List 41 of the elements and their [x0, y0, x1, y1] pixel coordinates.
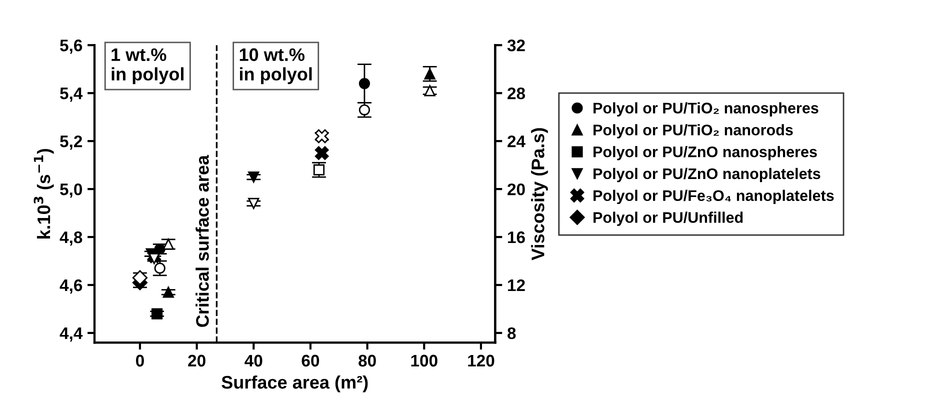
y-tick-label: 4,4: [60, 328, 83, 342]
x-tick-label: 20: [188, 354, 206, 367]
point: [248, 198, 260, 209]
legend-label: Polyol or PU/Unfilled: [594, 212, 743, 226]
x-tick-label: 80: [358, 354, 376, 367]
x-tick-label: 60: [302, 354, 320, 367]
point: [314, 129, 329, 144]
x-tick-label: 100: [411, 354, 438, 367]
legend-label: Polyol or PU/Fe₃O₄ nanoplatelets: [594, 190, 834, 204]
legend-label: Polyol or PU/TiO₂ nanorods: [594, 124, 793, 138]
x-tick-label: 0: [136, 354, 144, 367]
y2-tick-label: 28: [508, 88, 526, 100]
y-tick-label: 5,0: [60, 183, 82, 198]
y-tick-label: 4,8: [60, 231, 82, 246]
legend-label: Polyol or PU/ZnO nanoplatelets: [594, 168, 820, 182]
point: [358, 78, 370, 90]
y2-tick-label: 32: [507, 40, 525, 52]
point: [162, 286, 174, 298]
x-tick-label: 120: [468, 354, 494, 367]
y2-tick-label: 16: [508, 231, 525, 244]
y2-tick-label: 24: [508, 135, 526, 148]
y2-axis-title: Viscosity (Pa.s): [531, 128, 548, 260]
point: [314, 146, 329, 160]
ref-line-label: Critical surface area: [196, 154, 209, 327]
y-tick-label: 5,4: [60, 88, 83, 102]
point: [162, 238, 174, 250]
legend-label: Polyol or PU/ZnO nanospheres: [594, 146, 817, 160]
y-tick-label: 4,6: [60, 279, 82, 294]
y2-tick-label: 20: [508, 183, 525, 196]
x-axis-title: Surface area (m²): [222, 375, 368, 392]
annotation: 1 wt.% in polyol: [112, 48, 184, 84]
y2-tick-label: 8: [508, 327, 516, 340]
x-tick-label: 40: [244, 354, 262, 367]
y-tick-label: 5,6: [60, 40, 82, 54]
y-axis-title: k.10$^{3}$ (s$^{−1}$): [34, 148, 54, 239]
legend-label: Polyol or PU/TiO₂ nanospheres: [594, 102, 818, 117]
y-tick-label: 5,2: [60, 135, 82, 150]
point: [248, 172, 260, 183]
y2-tick-label: 12: [508, 279, 525, 292]
annotation: 10 wt.% in polyol: [240, 48, 312, 84]
point: [151, 308, 163, 320]
